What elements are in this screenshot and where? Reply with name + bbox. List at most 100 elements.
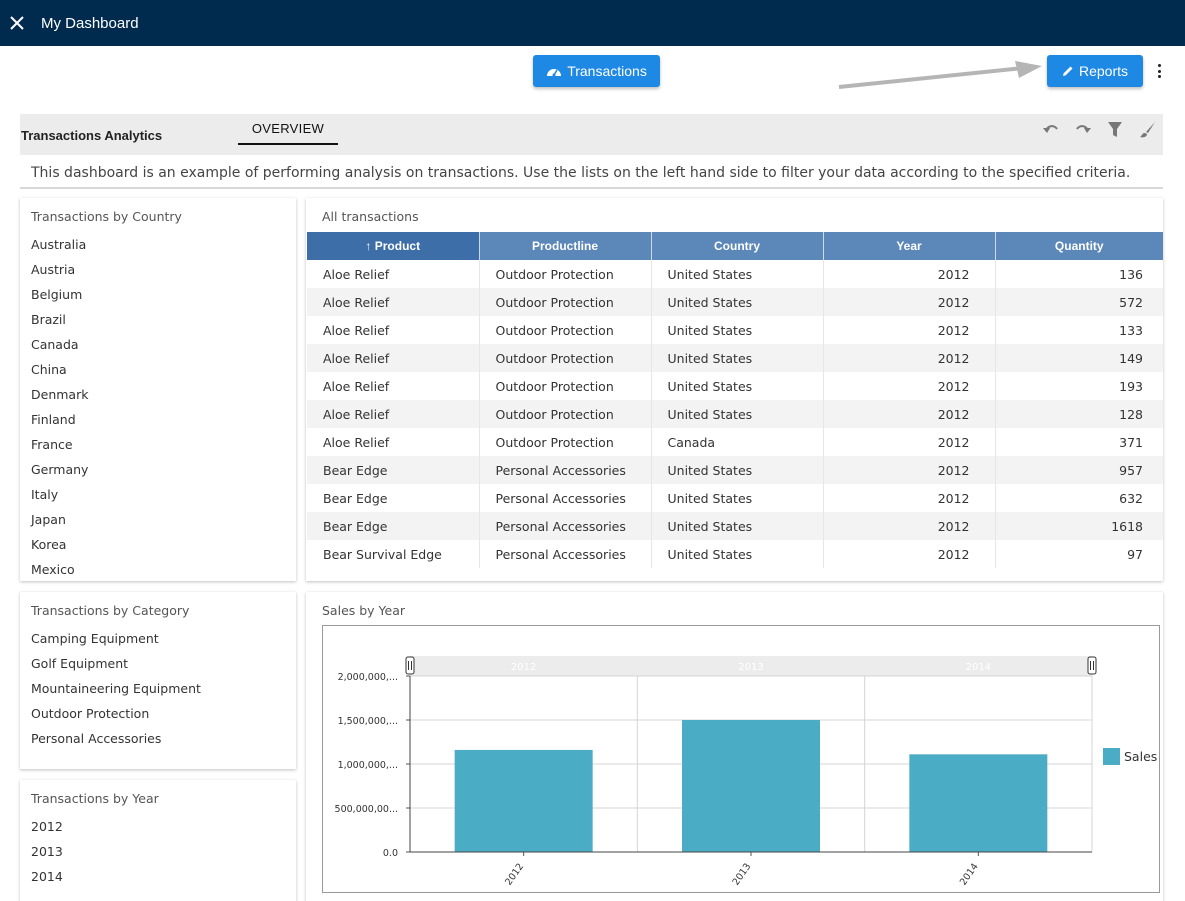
- dashboard-title: Transactions Analytics: [21, 128, 163, 143]
- table-row[interactable]: Aloe Relief Outdoor Protection United Stat…: [307, 260, 1163, 288]
- table-cell: Personal Accessories: [479, 540, 652, 568]
- list-item[interactable]: Denmark: [31, 387, 89, 402]
- list-item[interactable]: Italy: [31, 487, 59, 502]
- table-cell: United States: [651, 372, 824, 400]
- list-item[interactable]: Canada: [31, 337, 79, 352]
- table-cell: 2012: [823, 260, 996, 288]
- table-cell: United States: [651, 540, 824, 568]
- y-tick-label: 1,000,000,...: [338, 760, 398, 771]
- undo-icon[interactable]: [1039, 119, 1063, 141]
- table-cell: Outdoor Protection: [479, 316, 652, 344]
- reports-button-label: Reports: [1078, 63, 1129, 79]
- bar-2012: [454, 749, 593, 852]
- filter-icon[interactable]: [1103, 119, 1127, 141]
- table-cell: United States: [651, 344, 824, 372]
- table-row[interactable]: Aloe Relief Outdoor Protection United Stat…: [307, 400, 1163, 428]
- table-header-row: ↑ Product Productline Country Year Quant…: [307, 232, 1163, 260]
- table-cell: United States: [651, 512, 824, 540]
- range-selector: [410, 656, 1092, 676]
- table-cell: 2012: [823, 540, 996, 568]
- table-row[interactable]: Bear Survival Edge Personal Accessories Un…: [307, 540, 1163, 568]
- table-row[interactable]: Bear Edge Personal Accessories United Stat…: [307, 512, 1163, 540]
- table-cell: Aloe Relief: [307, 428, 480, 456]
- list-item[interactable]: 2014: [31, 869, 63, 884]
- table-cell: Personal Accessories: [479, 484, 652, 512]
- y-tick-label: 500,000,00...: [335, 804, 398, 815]
- table-row[interactable]: Aloe Relief Outdoor Protection United Stat…: [307, 372, 1163, 400]
- list-item[interactable]: Korea: [31, 537, 67, 552]
- column-header-product[interactable]: ↑ Product: [307, 232, 480, 260]
- y-tick-label: 1,500,000,...: [338, 716, 398, 727]
- table-cell: Outdoor Protection: [479, 260, 652, 288]
- table-cell: 1618: [995, 512, 1163, 540]
- column-header-quantity[interactable]: Quantity: [995, 232, 1163, 260]
- list-item[interactable]: Austria: [31, 262, 76, 277]
- table-cell: Aloe Relief: [307, 316, 480, 344]
- table-row[interactable]: Aloe Relief Outdoor Protection United Stat…: [307, 288, 1163, 316]
- table-row[interactable]: Aloe Relief Outdoor Protection United Stat…: [307, 316, 1163, 344]
- table-cell: Aloe Relief: [307, 372, 480, 400]
- table-row[interactable]: Aloe Relief Outdoor Protection Canada 2012 3…: [307, 428, 1163, 456]
- transactions-button[interactable]: Transactions: [533, 55, 660, 87]
- table-row[interactable]: Bear Edge Personal Accessories United Stat…: [307, 456, 1163, 484]
- x-tick-label: 2014: [958, 861, 981, 887]
- list-item[interactable]: Camping Equipment: [31, 631, 159, 646]
- chart-title: Sales by Year: [322, 603, 406, 618]
- panel-title: Transactions by Category: [31, 603, 190, 618]
- list-item[interactable]: Outdoor Protection: [31, 706, 150, 721]
- list-item[interactable]: Germany: [31, 462, 89, 477]
- table-cell: Canada: [651, 428, 824, 456]
- list-item[interactable]: 2012: [31, 819, 63, 834]
- table-cell: 2012: [823, 400, 996, 428]
- list-item[interactable]: Mountaineering Equipment: [31, 681, 201, 696]
- list-item[interactable]: Finland: [31, 412, 76, 427]
- table-cell: Outdoor Protection: [479, 428, 652, 456]
- redo-icon[interactable]: [1071, 119, 1095, 141]
- range-handle-left: [405, 656, 415, 675]
- table-cell: 149: [995, 344, 1163, 372]
- table-cell: 2012: [823, 288, 996, 316]
- list-item[interactable]: China: [31, 362, 67, 377]
- table-cell: Aloe Relief: [307, 288, 480, 316]
- tab-overview[interactable]: OVERVIEW: [238, 114, 338, 145]
- table-cell: 2012: [823, 512, 996, 540]
- table-row[interactable]: Bear Edge Personal Accessories United Stat…: [307, 484, 1163, 512]
- list-item[interactable]: Belgium: [31, 287, 83, 302]
- x-tick-label: 2012: [503, 861, 526, 887]
- sort-ascending-icon: ↑: [365, 239, 372, 253]
- table-cell: 572: [995, 288, 1163, 316]
- table-cell: 2012: [823, 428, 996, 456]
- dashboard-tools: [1039, 119, 1159, 141]
- column-header-country[interactable]: Country: [651, 232, 824, 260]
- app-title: My Dashboard: [41, 14, 139, 32]
- table-cell: 193: [1119, 378, 1143, 394]
- list-item[interactable]: Japan: [31, 512, 66, 527]
- table-body: Aloe Relief Outdoor Protection United Stat…: [307, 260, 1163, 568]
- year-list: 2012 2013 2014: [31, 814, 63, 889]
- transactions-button-label: Transactions: [567, 63, 647, 79]
- paint-brush-icon[interactable]: [1135, 119, 1159, 141]
- list-item[interactable]: Personal Accessories: [31, 731, 162, 746]
- table-cell: United States: [651, 456, 824, 484]
- list-item[interactable]: France: [31, 437, 73, 452]
- table-cell: United States: [651, 484, 824, 512]
- more-options-icon[interactable]: [1151, 62, 1167, 80]
- list-item[interactable]: Brazil: [31, 312, 66, 327]
- close-icon[interactable]: [0, 0, 34, 46]
- column-header-productline[interactable]: Productline: [479, 232, 652, 260]
- y-tick-label: 2,000,000,...: [338, 672, 398, 683]
- table-cell: 133: [1119, 322, 1143, 338]
- panel-title: Transactions by Year: [31, 791, 159, 806]
- column-header-year[interactable]: Year: [823, 232, 996, 260]
- table-cell: 371: [1119, 434, 1143, 450]
- reports-button[interactable]: Reports: [1047, 55, 1143, 87]
- table-cell: Bear Edge: [307, 484, 480, 512]
- table-cell: 2012: [823, 484, 996, 512]
- list-item[interactable]: Golf Equipment: [31, 656, 129, 671]
- list-item[interactable]: 2013: [31, 844, 63, 859]
- category-list: Camping Equipment Golf Equipment Mountai…: [31, 626, 201, 751]
- list-item[interactable]: Australia: [31, 237, 87, 252]
- list-item[interactable]: Mexico: [31, 562, 75, 577]
- table-row[interactable]: Aloe Relief Outdoor Protection United Stat…: [307, 344, 1163, 372]
- table-cell: 128: [995, 400, 1163, 428]
